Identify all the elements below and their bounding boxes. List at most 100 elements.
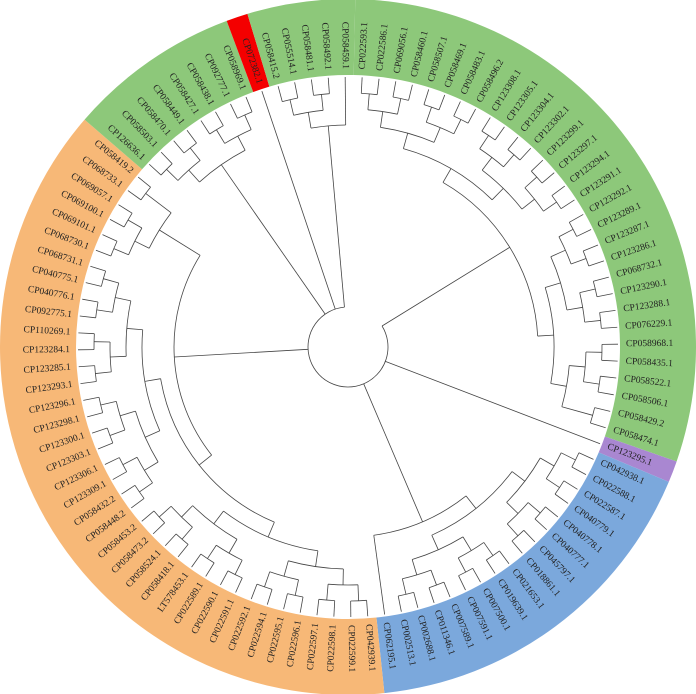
branch [166,168,179,181]
clade-band-g [247,0,356,87]
branch [397,595,402,612]
branch [321,94,324,111]
branch [134,240,150,249]
branch [294,579,299,596]
branch [483,542,494,556]
branch [261,90,336,310]
branch [109,219,125,228]
branch [181,526,193,540]
branch [537,334,554,337]
branch [385,360,601,445]
branch [215,111,224,126]
branch [486,559,496,574]
branch-arc [148,212,172,249]
branch [200,120,210,135]
branch-arc [310,124,346,129]
branch [408,84,413,101]
branch-arc [269,571,299,581]
branch [141,510,155,522]
branch-arc [95,301,99,318]
branch [103,278,119,284]
branch [118,204,133,214]
branch [237,135,246,151]
branch [120,410,136,417]
branch [373,535,386,615]
branch [503,154,515,168]
branch [110,355,127,358]
branch-arc [524,187,544,212]
leaf-label: CP022598.1 [326,624,338,672]
branch [80,381,97,385]
branch [462,536,472,551]
branch [431,535,439,550]
branch [381,246,510,327]
clade-band-d [0,119,385,694]
branch [148,163,162,176]
leaf-label: CP042939.1 [363,624,376,672]
branch [392,81,397,98]
branch [113,248,129,256]
branch-arc [287,593,304,598]
branch [145,430,160,438]
branch [83,396,100,401]
branch [545,506,559,518]
branch [590,422,606,429]
branch [139,482,153,493]
branch [433,127,441,143]
branch [158,505,172,518]
branch-arc [568,222,578,237]
branch [453,119,462,134]
branch [245,96,253,112]
branch [403,133,409,149]
branch [127,219,143,229]
branch-arc [599,312,602,329]
branch [333,600,336,617]
branch [289,99,295,116]
branch [411,559,418,575]
branch [299,596,304,613]
branch [579,288,596,294]
branch [131,498,145,509]
branch [588,260,605,267]
branch [481,157,493,171]
branch [96,309,113,313]
branch [367,93,370,110]
branch-arc [507,149,521,161]
branch [228,539,238,554]
branch [85,282,102,287]
branch [401,578,407,595]
branch [137,176,151,188]
branch-arc [579,292,586,323]
branch [160,151,173,164]
tree-branches [78,77,618,617]
branch [423,89,430,105]
branch [571,466,587,475]
branch [152,522,165,535]
branch [198,454,212,466]
branch [550,249,566,258]
branch [264,571,271,588]
branch [506,523,519,537]
branch [310,79,314,96]
branch-arc [237,111,253,119]
branch [213,510,224,525]
branch-arc [112,282,120,313]
branch [380,111,384,128]
branch [527,502,541,514]
branch-arc [160,378,275,523]
branch [235,577,243,593]
branch [597,391,614,396]
clade-band-f [226,13,270,93]
branch-arc [115,401,126,431]
branch [443,582,451,598]
branch [596,293,613,298]
branch [164,533,177,547]
branch [205,562,215,577]
branch [494,126,505,141]
branch [560,199,575,209]
branch [127,190,142,201]
branch [109,429,126,436]
branch-arc [597,376,601,393]
